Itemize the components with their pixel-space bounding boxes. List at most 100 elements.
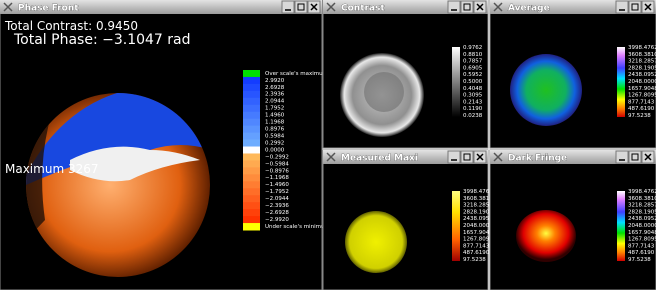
- scale-label: 2438.0952: [463, 216, 493, 222]
- color-bar-cell: [243, 84, 260, 91]
- readout: Total Phase: −3.1047 rad: [13, 32, 191, 48]
- scale-label: 0.5984: [265, 133, 285, 139]
- color-bar-cell: [243, 133, 260, 140]
- color-bar-cell: [243, 174, 260, 181]
- maximize-button[interactable]: [461, 151, 473, 163]
- scale-label: 3608.3810: [628, 52, 656, 58]
- color-bar-cell: [243, 167, 260, 174]
- scale-label: 3608.3810: [463, 196, 493, 202]
- close-button[interactable]: [474, 1, 486, 13]
- color-bar-cell: [243, 98, 260, 105]
- scale-label: −1.1968: [265, 175, 289, 181]
- fringe-image: [516, 210, 576, 262]
- minimize-button[interactable]: [616, 1, 628, 13]
- scale-label: 2828.1905: [628, 65, 656, 71]
- maximize-button[interactable]: [461, 1, 473, 13]
- color-bar-cell: [243, 140, 260, 147]
- scale-label: Under scale's minimu: [265, 224, 324, 230]
- scale-label: 0.4048: [463, 86, 483, 92]
- minimize-box[interactable]: [448, 1, 460, 13]
- scale-label: 97.5238: [628, 257, 651, 263]
- color-bar-cell: [243, 126, 260, 133]
- readout: Total Contrast: 0.9450: [4, 19, 138, 33]
- scale-label: −2.6928: [265, 210, 289, 216]
- minimize-button[interactable]: [448, 151, 460, 163]
- maximize-button[interactable]: [629, 151, 641, 163]
- color-bar-cell: [243, 188, 260, 195]
- scale-label: 2438.0952: [628, 216, 656, 222]
- minimize-box[interactable]: [616, 1, 628, 13]
- scale-label: 1657.9048: [628, 86, 656, 92]
- scale-label: 1.7952: [265, 106, 284, 112]
- scale-label: 3608.3810: [628, 196, 656, 202]
- scale-label: 2828.1905: [628, 209, 656, 215]
- window: Dark Fringe3998.47623608.38103218.285728…: [490, 150, 656, 290]
- minimize-box[interactable]: [616, 151, 628, 163]
- maximize-button[interactable]: [629, 1, 641, 13]
- scale-label: 0.0238: [463, 113, 483, 119]
- close-button[interactable]: [474, 151, 486, 163]
- scale-label: 2.0944: [265, 99, 285, 105]
- close-button[interactable]: [642, 151, 654, 163]
- scale-label: 2438.0952: [628, 72, 656, 78]
- scale-label: 1267.8095: [628, 93, 656, 99]
- maximize-box[interactable]: [461, 1, 473, 13]
- minimize-button[interactable]: [282, 1, 294, 13]
- window-title: Phase Front: [18, 4, 79, 14]
- scale-label: 0.5000: [463, 79, 483, 85]
- maximize-box[interactable]: [295, 1, 307, 13]
- maximize-button[interactable]: [295, 1, 307, 13]
- scale-label: 2.6928: [265, 85, 285, 91]
- color-bar-cell: [243, 119, 260, 126]
- window: Phase Front Total Phase: −3.1047 rad Over …: [0, 0, 324, 290]
- scale-label: 0.0000: [265, 147, 285, 153]
- scale-label: −0.5984: [265, 161, 289, 167]
- color-bar-cell: [243, 77, 260, 84]
- close-button[interactable]: [308, 1, 320, 13]
- scale-label: 1657.9048: [463, 230, 493, 236]
- contrast-center: [364, 72, 404, 112]
- color-bar-cell: [243, 112, 260, 119]
- color-bar-cell: [243, 105, 260, 112]
- scale-label: Over scale's maximu: [265, 71, 323, 77]
- color-bar-cell: [243, 202, 260, 209]
- scale-label: 2828.1905: [463, 209, 493, 215]
- scale-label: 487.6190: [628, 250, 655, 256]
- scale-label: 877.7143: [628, 99, 655, 105]
- scale-label: −1.7952: [265, 189, 289, 195]
- color-bar-cell: [243, 195, 260, 202]
- scale-label: 2.3936: [265, 92, 285, 98]
- scale-label: 0.9762: [463, 45, 482, 51]
- scale-label: 877.7143: [463, 243, 490, 249]
- scale-label: 0.7857: [463, 59, 483, 65]
- minimize-box[interactable]: [448, 151, 460, 163]
- scale-label: 3998.4762: [463, 189, 493, 195]
- scale-label: 0.8976: [265, 127, 285, 133]
- maximize-box[interactable]: [629, 1, 641, 13]
- minimize-button[interactable]: [616, 151, 628, 163]
- minimize-button[interactable]: [448, 1, 460, 13]
- color-bar-cell: [243, 181, 260, 188]
- scale-label: 97.5238: [463, 257, 486, 263]
- scale-label: −2.3936: [265, 203, 289, 209]
- minimize-box[interactable]: [282, 1, 294, 13]
- color-bar-cell: [243, 209, 260, 216]
- scale-label: 3998.4762: [628, 45, 656, 51]
- scale-label: 0.6905: [463, 65, 483, 71]
- scale-label: 2048.0000: [463, 223, 493, 229]
- window-title: Average: [508, 4, 550, 14]
- color-bar: [452, 47, 460, 117]
- color-bar: [617, 191, 625, 261]
- close-button[interactable]: [642, 1, 654, 13]
- color-bar: [452, 191, 460, 261]
- scale-label: 1267.8095: [463, 237, 493, 243]
- scale-label: 1.1968: [265, 120, 285, 126]
- window-title: Dark Fringe: [508, 154, 567, 164]
- maximize-box[interactable]: [461, 151, 473, 163]
- scale-label: 0.2992: [265, 140, 284, 146]
- scale-label: 2048.0000: [628, 79, 656, 85]
- scale-label: 877.7143: [628, 243, 655, 249]
- color-bar-cell: [243, 70, 260, 77]
- color-bar-cell: [243, 91, 260, 98]
- maximize-box[interactable]: [629, 151, 641, 163]
